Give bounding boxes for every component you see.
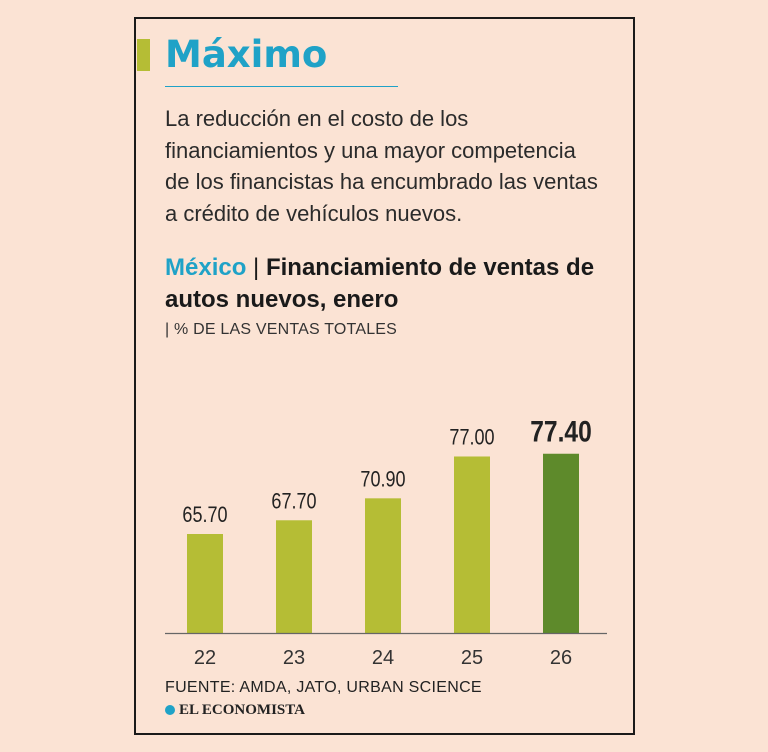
bars-group <box>187 453 579 633</box>
brand-name: EL ECONOMISTA <box>179 702 305 718</box>
chart-country: México <box>165 254 247 281</box>
chart-card: Máximo La reducción en el costo de los f… <box>134 17 635 735</box>
x-tick-labels-group: 22 23 24 25 26 <box>194 647 572 669</box>
source-note: FUENTE: AMDA, JATO, URBAN SCIENCE <box>165 679 482 696</box>
bar-22 <box>187 534 223 633</box>
value-label-25: 77.00 <box>449 426 494 450</box>
x-tick-25: 25 <box>461 647 483 669</box>
value-label-24: 70.90 <box>360 468 405 492</box>
x-tick-22: 22 <box>194 647 216 669</box>
x-tick-26: 26 <box>550 647 572 669</box>
brand-icon <box>165 705 175 715</box>
bar-23 <box>276 520 312 633</box>
value-label-22: 65.70 <box>182 503 227 527</box>
chart-title: México | Financiamiento de ventas de aut… <box>165 252 625 316</box>
chart-units: | % DE LAS VENTAS TOTALES <box>165 321 398 338</box>
bar-25 <box>454 456 490 633</box>
chart-heading: Financiamiento de ventas de autos nuevos… <box>165 254 595 313</box>
bar-26 <box>543 453 579 633</box>
value-label-26: 77.40 <box>530 414 592 448</box>
bar-chart: 65.70 67.70 70.90 77.00 77.40 22 23 24 25 26 <box>165 414 607 669</box>
x-tick-23: 23 <box>283 647 305 669</box>
accent-bar <box>137 39 150 71</box>
page-title: Máximo <box>165 33 328 76</box>
title-separator: | <box>253 254 260 281</box>
brand-logo: EL ECONOMISTA <box>165 702 305 719</box>
value-labels-group: 65.70 67.70 70.90 77.00 77.40 <box>182 414 591 527</box>
x-tick-24: 24 <box>372 647 394 669</box>
value-label-23: 67.70 <box>271 490 316 514</box>
title-underline <box>165 86 398 87</box>
bar-24 <box>365 498 401 633</box>
intro-text: La reducción en el costo de los financia… <box>165 106 598 226</box>
